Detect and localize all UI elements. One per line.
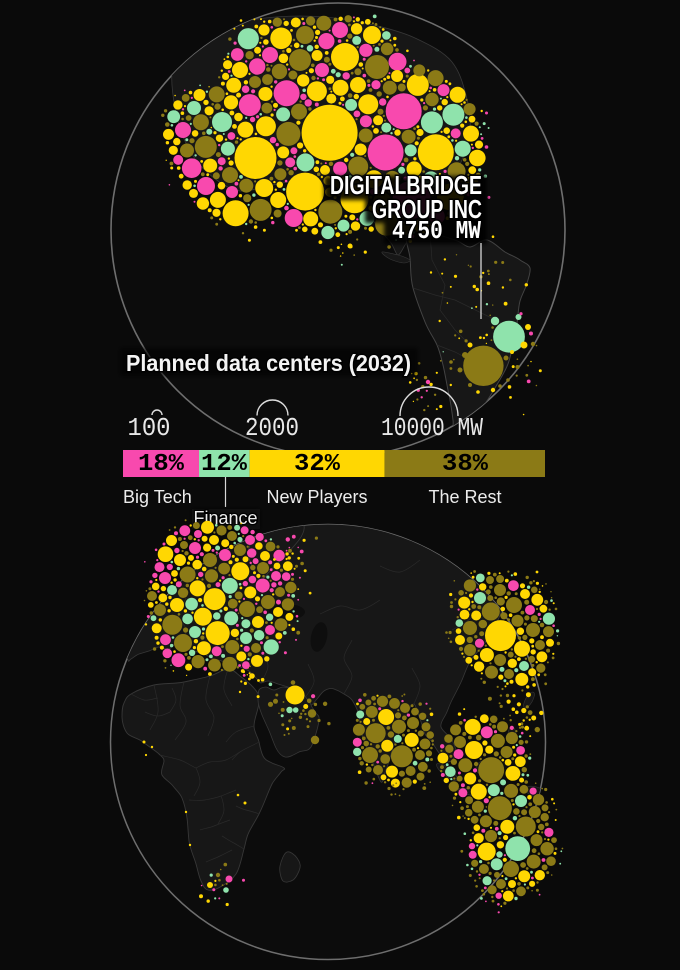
svg-text:100: 100 [128, 413, 171, 443]
svg-text:Planned data centers (2032): Planned data centers (2032) [126, 350, 411, 376]
svg-text:38%: 38% [442, 451, 489, 478]
svg-text:10000 MW: 10000 MW [381, 413, 483, 443]
svg-text:Big Tech: Big Tech [123, 487, 192, 507]
svg-text:12%: 12% [201, 451, 248, 478]
svg-text:DIGITALBRIDGE: DIGITALBRIDGE [330, 170, 482, 200]
svg-text:GROUP INC: GROUP INC [372, 194, 482, 224]
svg-text:32%: 32% [294, 451, 341, 478]
svg-text:New Players: New Players [266, 487, 367, 507]
svg-text:4750 MW: 4750 MW [392, 216, 481, 246]
svg-text:2000: 2000 [245, 413, 299, 443]
svg-text:18%: 18% [138, 451, 185, 478]
svg-text:The Rest: The Rest [428, 487, 501, 507]
